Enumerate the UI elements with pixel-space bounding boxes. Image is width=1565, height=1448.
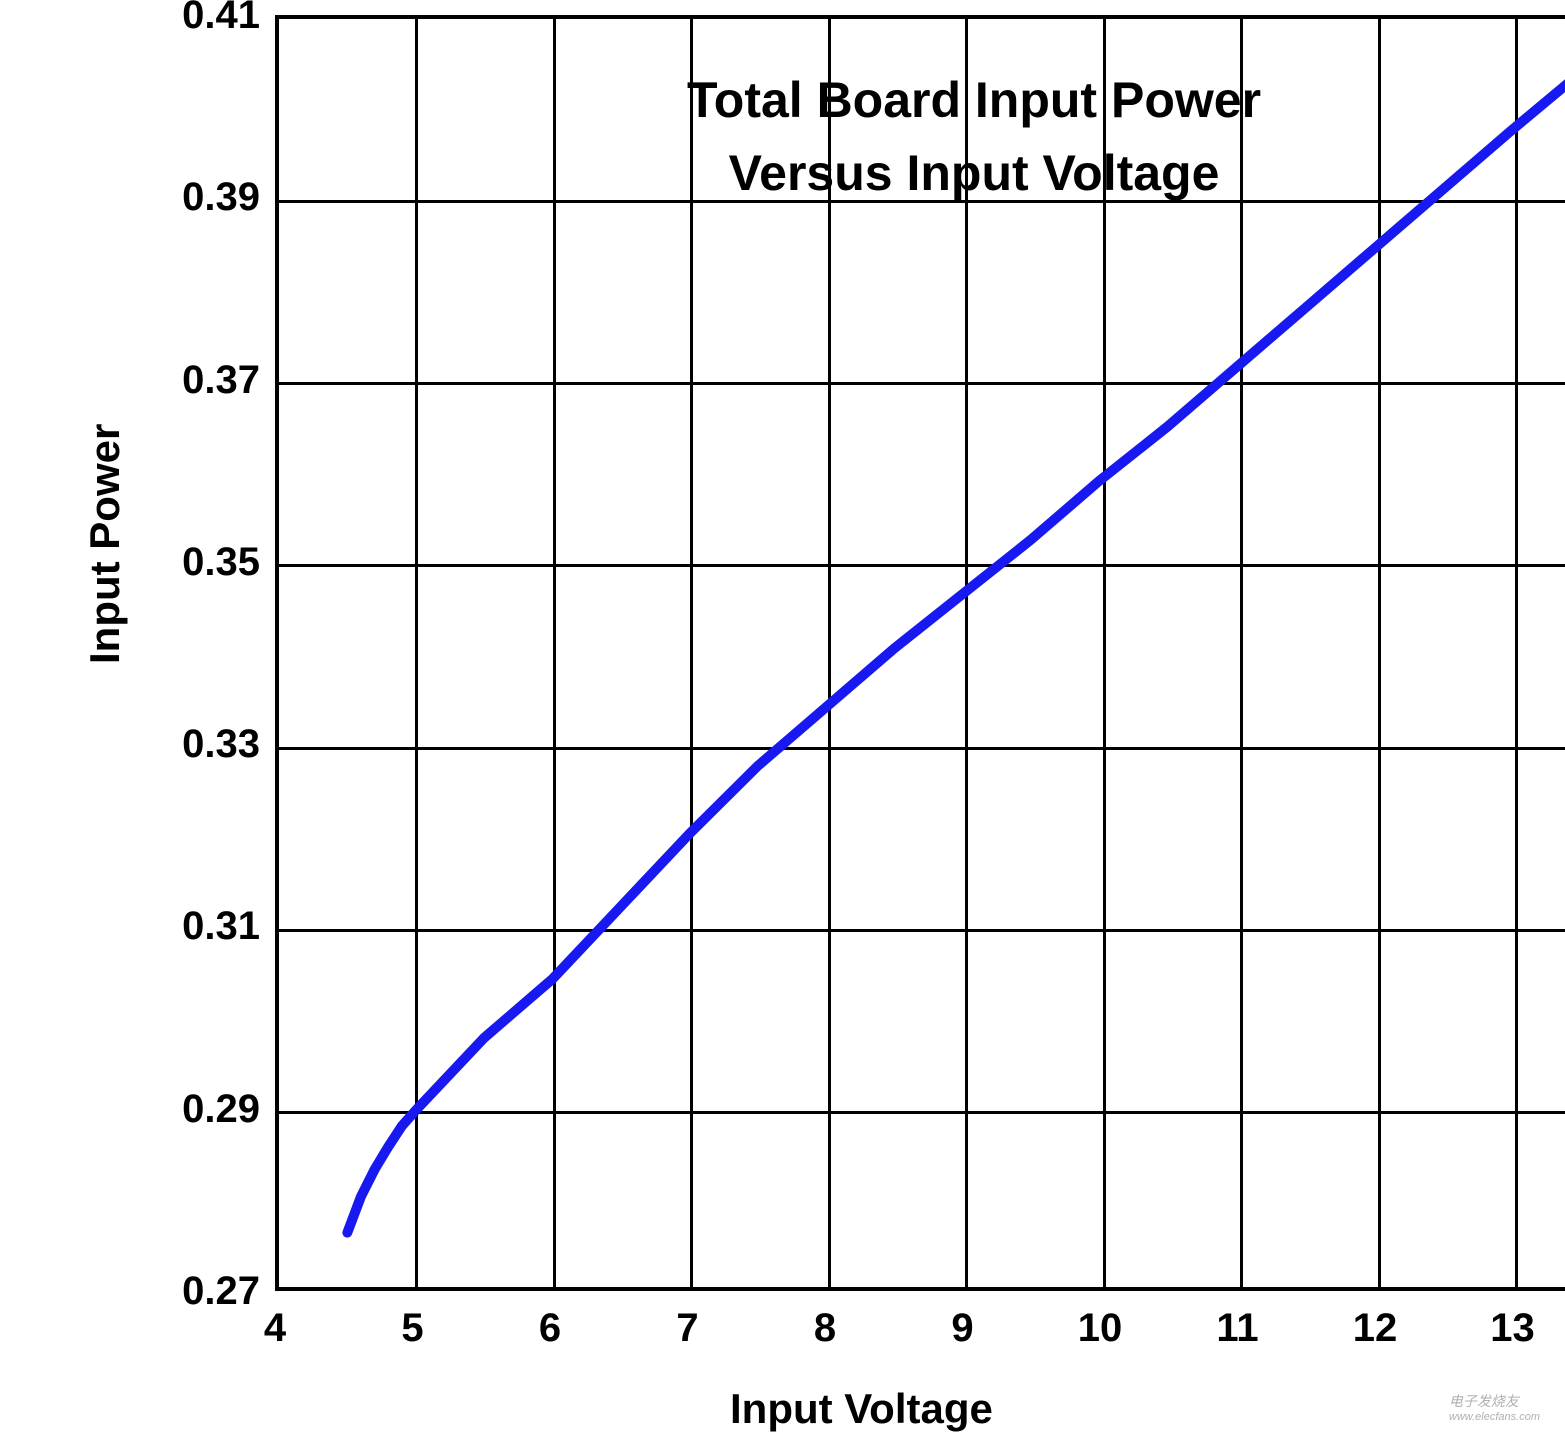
data-line bbox=[279, 19, 1565, 1287]
y-tick-label: 0.41 bbox=[165, 0, 260, 38]
chart-title-line2: Versus Input Voltage bbox=[729, 145, 1220, 201]
chart-title-line1: Total Board Input Power bbox=[687, 72, 1261, 128]
y-tick-label: 0.37 bbox=[165, 358, 260, 403]
x-axis-label: Input Voltage bbox=[730, 1385, 993, 1433]
x-tick-label: 8 bbox=[795, 1306, 855, 1351]
x-tick-label: 12 bbox=[1345, 1306, 1405, 1351]
x-tick-label: 4 bbox=[245, 1306, 305, 1351]
y-tick-label: 0.33 bbox=[165, 722, 260, 767]
x-tick-label: 13 bbox=[1483, 1306, 1543, 1351]
x-tick-label: 9 bbox=[933, 1306, 993, 1351]
x-tick-label: 6 bbox=[520, 1306, 580, 1351]
x-tick-label: 10 bbox=[1070, 1306, 1130, 1351]
y-tick-label: 0.29 bbox=[165, 1087, 260, 1132]
x-tick-label: 5 bbox=[383, 1306, 443, 1351]
chart-title: Total Board Input Power Versus Input Vol… bbox=[514, 64, 1434, 209]
chart-container: Input Power Input Voltage 0.270.290.310.… bbox=[90, 0, 1565, 1448]
y-tick-label: 0.31 bbox=[165, 904, 260, 949]
watermark-text: 电子发烧友 bbox=[1449, 1393, 1519, 1409]
y-tick-label: 0.39 bbox=[165, 175, 260, 220]
plot-area: Total Board Input Power Versus Input Vol… bbox=[275, 15, 1565, 1291]
watermark-subtext: www.elecfans.com bbox=[1449, 1411, 1540, 1423]
x-tick-label: 11 bbox=[1208, 1306, 1268, 1351]
y-tick-label: 0.35 bbox=[165, 540, 260, 585]
y-axis-label: Input Power bbox=[81, 424, 129, 664]
x-tick-label: 7 bbox=[658, 1306, 718, 1351]
watermark: 电子发烧友 www.elecfans.com bbox=[1449, 1391, 1540, 1423]
